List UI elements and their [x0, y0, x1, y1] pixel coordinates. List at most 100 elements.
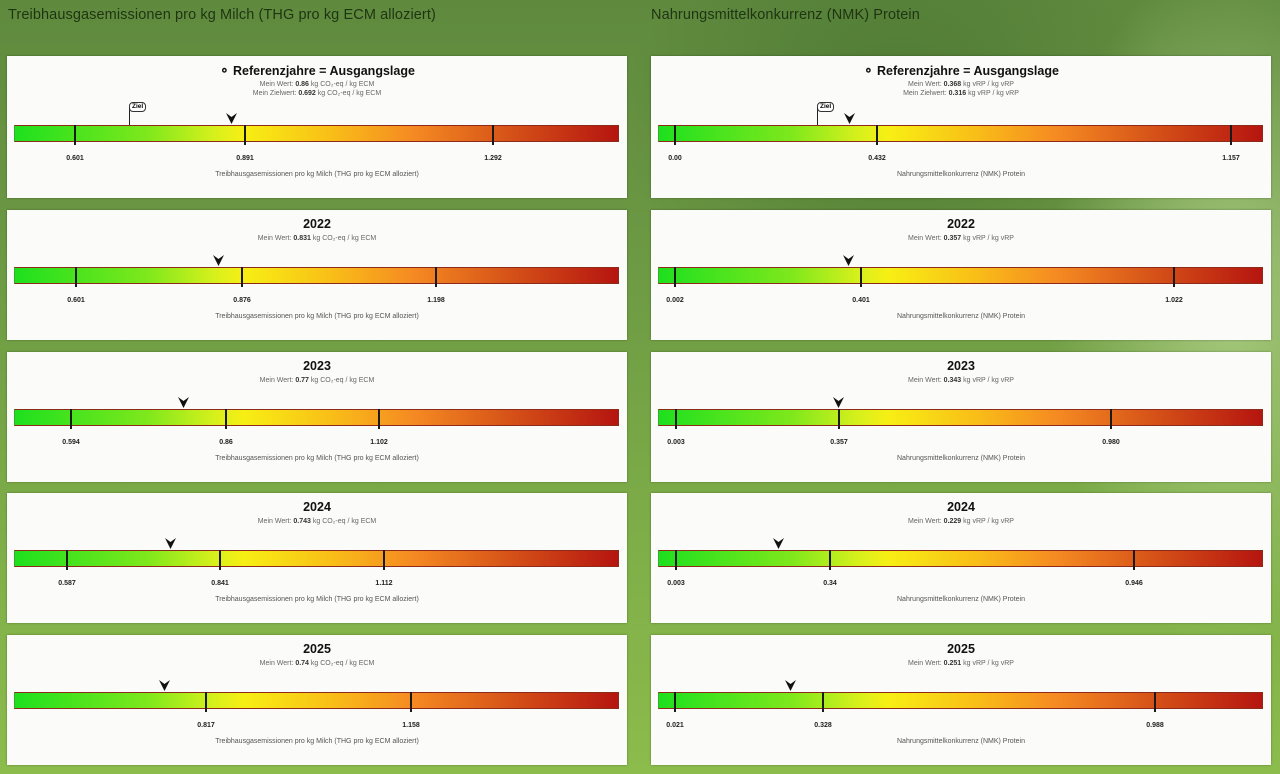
gauge-panel-nmk-2024: 2024 Mein Wert: 0.229 kg vRP / kg vRP 0.…	[651, 493, 1271, 623]
my-value-text: Mein Wert: 0.229 kg vRP / kg vRP	[908, 518, 1014, 525]
tick-mark	[383, 550, 385, 570]
panel-title: 2022	[303, 217, 331, 231]
goal-value-text: Mein Zielwert: 0.316 kg vRP / kg vRP	[903, 90, 1019, 97]
panel-title: ⚬ Referenzjahre = Ausgangslage	[863, 64, 1059, 78]
tick-label: 0.432	[868, 155, 886, 162]
panel-title: 2023	[303, 359, 331, 373]
tick-mark	[244, 125, 246, 145]
panel-title: 2025	[303, 642, 331, 656]
tick-mark	[829, 550, 831, 570]
tick-mark	[876, 125, 878, 145]
tick-label: 1.112	[375, 580, 393, 587]
axis-label: Treibhausgasemissionen pro kg Milch (THG…	[215, 313, 419, 320]
tick-mark	[1154, 692, 1156, 712]
tick-label: 0.021	[666, 722, 684, 729]
axis-label: Nahrungsmittelkonkurrenz (NMK) Protein	[897, 455, 1025, 462]
tick-mark	[70, 409, 72, 429]
tick-label: 0.946	[1125, 580, 1143, 587]
tick-label: 0.891	[236, 155, 254, 162]
tick-mark	[219, 550, 221, 570]
gauge-panel-nmk-2025: 2025 Mein Wert: 0.251 kg vRP / kg vRP 0.…	[651, 635, 1271, 765]
panel-title: 2023	[947, 359, 975, 373]
tick-label: 0.988	[1146, 722, 1164, 729]
gauge-bar	[14, 692, 619, 709]
tick-mark	[860, 267, 862, 287]
gauge-bar	[658, 409, 1263, 426]
tick-mark	[838, 409, 840, 429]
my-value-text: Mein Wert: 0.357 kg vRP / kg vRP	[908, 235, 1014, 242]
gauge-panel-thg-2025: 2025 Mein Wert: 0.74 kg CO₂-eq / kg ECM …	[7, 635, 627, 765]
tick-mark	[225, 409, 227, 429]
tick-mark	[74, 125, 76, 145]
tick-mark	[75, 267, 77, 287]
tick-label: 0.00	[668, 155, 682, 162]
tick-mark	[674, 267, 676, 287]
tick-label: 0.003	[667, 580, 685, 587]
panel-title: 2022	[947, 217, 975, 231]
panel-title: 2024	[947, 500, 975, 514]
my-value-text: Mein Wert: 0.343 kg vRP / kg vRP	[908, 377, 1014, 384]
gauge-bar	[658, 550, 1263, 567]
axis-label: Treibhausgasemissionen pro kg Milch (THG…	[215, 171, 419, 178]
tick-label: 0.86	[219, 439, 233, 446]
tick-label: 1.102	[370, 439, 388, 446]
tick-mark	[410, 692, 412, 712]
gauge-panel-thg-2024: 2024 Mein Wert: 0.743 kg CO₂-eq / kg ECM…	[7, 493, 627, 623]
axis-label: Treibhausgasemissionen pro kg Milch (THG…	[215, 738, 419, 745]
tick-label: 0.003	[667, 439, 685, 446]
gauge-panel-nmk-2023: 2023 Mein Wert: 0.343 kg vRP / kg vRP 0.…	[651, 352, 1271, 482]
tick-label: 0.876	[233, 297, 251, 304]
my-value-text: Mein Wert: 0.86 kg CO₂-eq / kg ECM	[259, 81, 375, 88]
gauge-bar	[14, 409, 619, 426]
tick-label: 1.198	[427, 297, 445, 304]
tick-label: 0.357	[830, 439, 848, 446]
axis-label: Nahrungsmittelkonkurrenz (NMK) Protein	[897, 738, 1025, 745]
tick-label: 0.841	[211, 580, 229, 587]
panel-title: ⚬ Referenzjahre = Ausgangslage	[219, 64, 415, 78]
tick-label: 0.594	[62, 439, 80, 446]
tick-label: 1.157	[1222, 155, 1240, 162]
tick-label: 1.158	[402, 722, 420, 729]
gauge-bar	[14, 550, 619, 567]
tick-label: 0.401	[852, 297, 870, 304]
tick-mark	[675, 409, 677, 429]
goal-value-text: Mein Zielwert: 0.692 kg CO₂-eq / kg ECM	[252, 90, 382, 97]
gauge-panel-nmk-2022: 2022 Mein Wert: 0.357 kg vRP / kg vRP 0.…	[651, 210, 1271, 340]
tick-mark	[675, 550, 677, 570]
tick-label: 0.34	[823, 580, 837, 587]
tick-label: 0.601	[67, 297, 85, 304]
tick-mark	[241, 267, 243, 287]
tick-label: 0.601	[66, 155, 84, 162]
tick-mark	[378, 409, 380, 429]
tick-mark	[822, 692, 824, 712]
column-title-nmk: Nahrungsmittelkonkurrenz (NMK) Protein	[651, 7, 920, 23]
gauge-bar	[658, 692, 1263, 709]
gauge-panel-thg-reference: ⚬ Referenzjahre = Ausgangslage Mein Wert…	[7, 56, 627, 198]
gauge-panel-nmk-reference: ⚬ Referenzjahre = Ausgangslage Mein Wert…	[651, 56, 1271, 198]
axis-label: Treibhausgasemissionen pro kg Milch (THG…	[215, 455, 419, 462]
my-value-text: Mein Wert: 0.74 kg CO₂-eq / kg ECM	[259, 660, 375, 667]
axis-label: Nahrungsmittelkonkurrenz (NMK) Protein	[897, 313, 1025, 320]
tick-label: 0.980	[1102, 439, 1120, 446]
tick-mark	[1133, 550, 1135, 570]
axis-label: Nahrungsmittelkonkurrenz (NMK) Protein	[897, 596, 1025, 603]
gauge-bar	[14, 125, 619, 142]
tick-mark	[1173, 267, 1175, 287]
my-value-text: Mein Wert: 0.77 kg CO₂-eq / kg ECM	[259, 377, 375, 384]
my-value-text: Mein Wert: 0.743 kg CO₂-eq / kg ECM	[257, 518, 377, 525]
axis-label: Treibhausgasemissionen pro kg Milch (THG…	[215, 596, 419, 603]
panel-title: 2024	[303, 500, 331, 514]
column-title-thg: Treibhausgasemissionen pro kg Milch (THG…	[8, 7, 436, 23]
tick-mark	[1230, 125, 1232, 145]
tick-mark	[205, 692, 207, 712]
gauge-panel-thg-2022: 2022 Mein Wert: 0.831 kg CO₂-eq / kg ECM…	[7, 210, 627, 340]
panel-title: 2025	[947, 642, 975, 656]
my-value-text: Mein Wert: 0.368 kg vRP / kg vRP	[908, 81, 1014, 88]
tick-mark	[492, 125, 494, 145]
tick-mark	[674, 692, 676, 712]
tick-label: 0.587	[58, 580, 76, 587]
tick-mark	[435, 267, 437, 287]
gauge-panel-thg-2023: 2023 Mein Wert: 0.77 kg CO₂-eq / kg ECM …	[7, 352, 627, 482]
tick-label: 1.022	[1165, 297, 1183, 304]
gauge-bar	[14, 267, 619, 284]
